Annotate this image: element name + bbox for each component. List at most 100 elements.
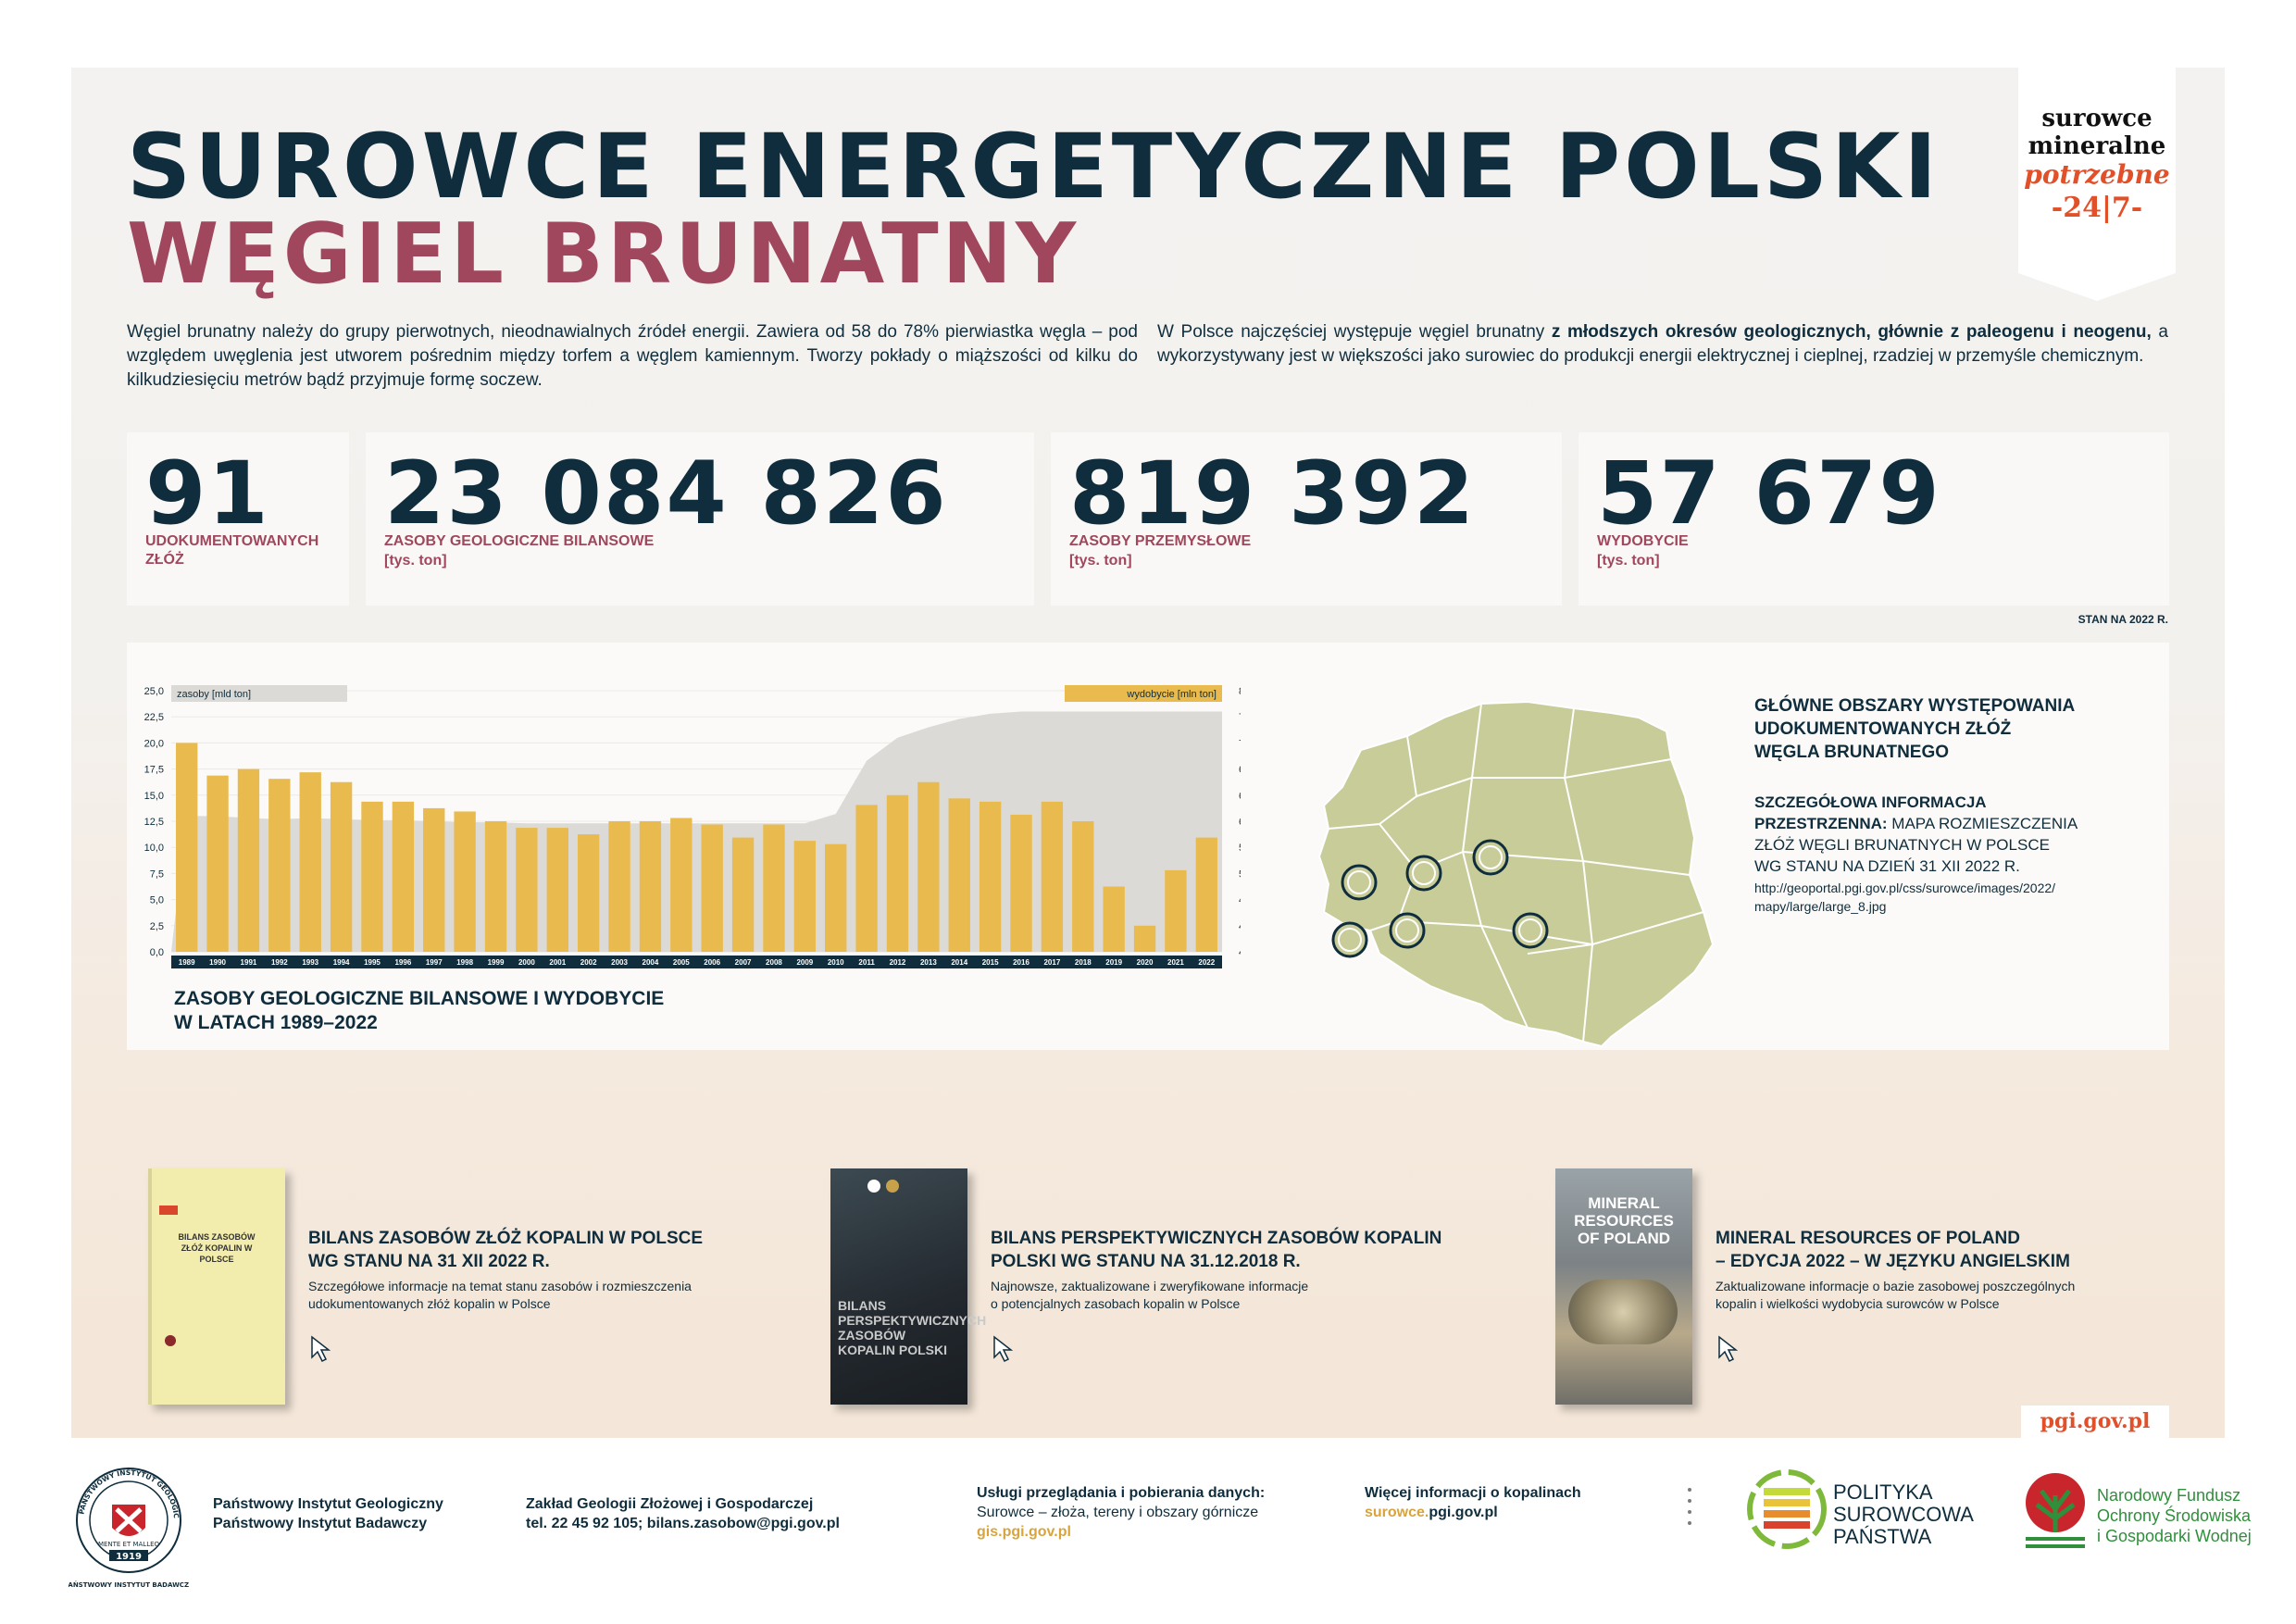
pub-title-3: MINERAL RESOURCES OF POLAND – EDYCJA 202… [1716,1227,2070,1273]
extraction-bar [1103,886,1125,952]
pub-title-line1: MINERAL RESOURCES OF POLAND [1716,1229,2021,1248]
x-tick-label: 2003 [611,958,628,967]
footer-dept: Zakład Geologii Złożowej i Gospodarczej … [526,1494,840,1533]
x-tick-label: 2005 [673,958,690,967]
map-detail-bold2: PRZESTRZENNA: [1754,815,1888,832]
footer-services-link[interactable]: gis.pgi.gov.pl [977,1524,1071,1540]
footer-more-link-a[interactable]: surowce. [1365,1505,1429,1520]
book-cover-mineral-resources[interactable]: MINERAL RESOURCES OF POLAND [1555,1168,1692,1405]
x-tick-label: 2019 [1105,958,1122,967]
cursor-click-icon[interactable] [991,1333,1020,1363]
cursor-click-icon[interactable] [1716,1333,1745,1363]
stat-label: UDOKUMENTOWANYCH [145,533,319,549]
x-tick-label: 1991 [241,958,257,967]
extraction-bar [886,794,909,952]
y-right-tick-label: 60 [1239,817,1241,828]
chart-title-line1: ZASOBY GEOLOGICZNE BILANSOWE I WYDOBYCIE [174,988,665,1009]
intro-right-text1: W Polsce najczęściej występuje węgiel br… [1157,322,1552,342]
y-left-tick-label: 12,5 [144,817,164,828]
map-url-line1[interactable]: http://geoportal.pgi.gov.pl/css/surowce/… [1754,881,2056,895]
extraction-bar [176,743,198,952]
book-cover-bilans-zasobow[interactable]: BILANS ZASOBÓW ZŁÓŻ KOPALIN W POLSCE [148,1168,285,1405]
cursor-click-icon[interactable] [308,1333,338,1363]
extraction-bar [1195,837,1217,952]
x-tick-label: 2022 [1198,958,1215,967]
pub-title-line1: BILANS ZASOBÓW ZŁÓŻ KOPALIN W POLSCE [308,1229,704,1248]
badge-line1: surowce [2041,105,2152,132]
x-tick-label: 2013 [920,958,937,967]
pub-desc-line2: kopalin i wielkości wydobycia surowców w… [1716,1296,2000,1311]
x-tick-label: 2010 [828,958,844,967]
pub-desc-line2: udokumentowanych złóż kopalin w Polsce [308,1296,551,1311]
x-tick-label: 2000 [518,958,535,967]
y-left-tick-label: 20,0 [144,738,164,749]
extraction-bar [392,801,415,952]
intro-right-text2: a wykorzystywany jest w większości jako … [1157,322,2168,366]
x-tick-label: 1999 [488,958,505,967]
extraction-bar [701,824,723,952]
x-tick-label: 1997 [426,958,443,967]
stat-value: 23 084 826 [384,443,948,544]
stat-extraction: 57 679 WYDOBYCIE [tys. ton] [1578,432,2169,606]
stat-value: 819 392 [1069,443,1477,544]
footer-more-link[interactable]: surowce.pgi.gov.pl [1365,1503,1581,1522]
extraction-bar [516,828,538,952]
pub-desc-line1: Zaktualizowane informacje o bazie zasobo… [1716,1279,2076,1293]
extraction-bar [206,775,229,952]
footer-contact[interactable]: tel. 22 45 92 105; bilans.zasobow@pgi.go… [526,1516,840,1531]
polityka-surowcowa-logo-text: POLITYKA SUROWCOWA PAŃSTWA [1833,1481,1974,1548]
pgi-logo-icon [867,1180,880,1193]
map-link[interactable]: http://geoportal.pgi.gov.pl/css/surowce/… [1754,879,2055,916]
pgi-logo-year: 1919 [116,1552,142,1562]
pub-title-line2: – EDYCJA 2022 – W JĘZYKU ANGIELSKIM [1716,1252,2070,1271]
footer-more-text: Więcej informacji o kopalinach [1365,1485,1581,1501]
legend-reserves-label: zasoby [mld ton] [177,689,251,700]
x-tick-label: 2009 [796,958,813,967]
legend-reserves-swatch [171,685,347,702]
year-axis-band [171,956,1222,968]
x-tick-label: 2011 [858,958,875,967]
x-tick-label: 1998 [456,958,473,967]
extraction-bar [423,807,445,952]
x-tick-label: 2020 [1137,958,1154,967]
pub-desc-3: Zaktualizowane informacje o bazie zasobo… [1716,1278,2075,1313]
stat-unit: [tys. ton] [1069,553,1132,568]
data-date-note: STAN NA 2022 R. [2078,613,2168,626]
book-cover-bilans-perspektywicznych[interactable]: BILANS PERSPEKTYWICZNYCH ZASOBÓW KOPALIN… [830,1168,987,1405]
x-tick-label: 1993 [302,958,318,967]
psg-logo-mark [159,1206,178,1215]
pub-desc-line1: Najnowsze, zaktualizowane i zweryfikowan… [991,1279,1309,1293]
stat-geological-reserves: 23 084 826 ZASOBY GEOLOGICZNE BILANSOWE … [366,432,1034,606]
pgi-logo: MENTE ET MALLEO 1919 PAŃSTWOWY INSTYTUT … [69,1463,189,1589]
extraction-bar [1165,869,1187,952]
footer-more-link-b[interactable]: pgi.gov.pl [1429,1505,1498,1520]
pub-title-1: BILANS ZASOBÓW ZŁÓŻ KOPALIN W POLSCE WG … [308,1227,703,1273]
nf-line1: Narodowy Fundusz [2097,1486,2241,1505]
book-cover-title: MINERAL RESOURCES OF POLAND [1574,1194,1674,1247]
stat-value: 57 679 [1597,443,1941,544]
y-right-tick-label: 48 [1239,895,1241,906]
pgi-logo-bottom-text: PAŃSTWOWY INSTYTUT BADAWCZY [69,1580,189,1589]
intro-right: W Polsce najczęściej występuje węgiel br… [1157,320,2168,369]
x-tick-label: 2014 [951,958,967,967]
footer-divider-dots [1688,1488,1693,1532]
x-tick-label: 1994 [333,958,350,967]
map-detail-line1: SZCZEGÓŁOWA INFORMACJA [1754,793,1987,811]
footer-dept-name: Zakład Geologii Złożowej i Gospodarczej [526,1496,814,1512]
nfosigw-logo-icon [2026,1473,2085,1548]
extraction-bar [237,768,260,952]
extraction-bar [670,818,693,952]
map-url-line2[interactable]: mapy/large/large_8.jpg [1754,899,1887,914]
extraction-bar [1010,814,1032,952]
rock-photo [1568,1280,1678,1344]
extraction-bar [1072,821,1094,952]
extraction-bar [1133,925,1156,952]
map-detail-light2: MAPA ROZMIESZCZENIA [1887,815,2078,832]
extraction-bar [793,841,817,952]
pub-desc-2: Najnowsze, zaktualizowane i zweryfikowan… [991,1278,1308,1313]
book-cover-title: BILANS PERSPEKTYWICZNYCH ZASOBÓW KOPALIN… [838,1298,987,1357]
pgi-website-tab[interactable]: pgi.gov.pl [2021,1405,2169,1438]
legend-extraction-label: wydobycie [mln ton] [1126,689,1217,700]
book-logo-icon [165,1335,176,1346]
psp-line1: POLITYKA [1833,1480,1933,1504]
